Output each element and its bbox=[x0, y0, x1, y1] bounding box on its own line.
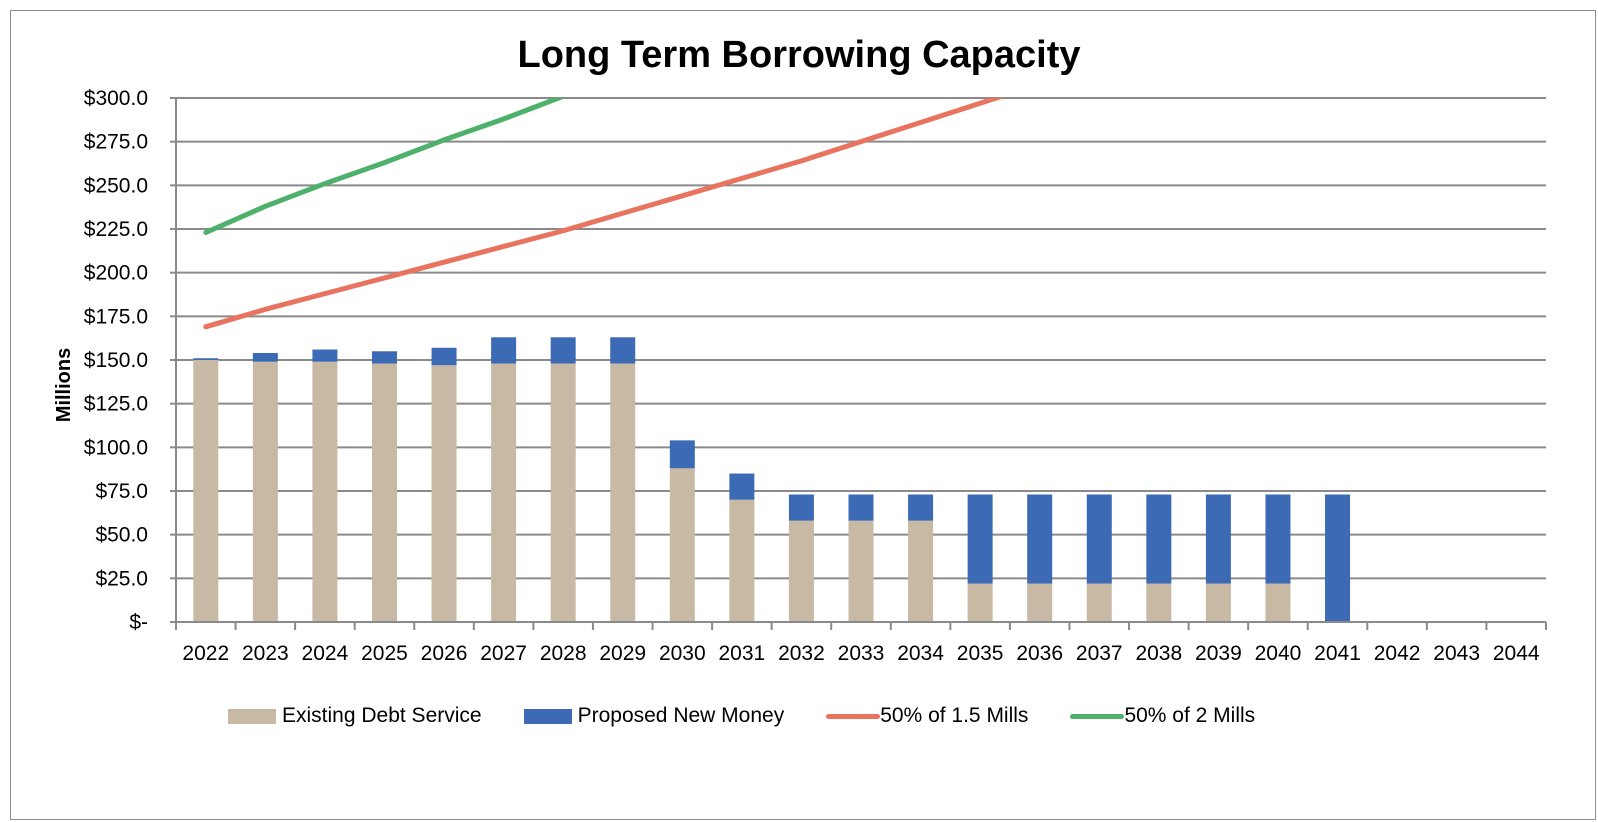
bar-proposed-new-money bbox=[788, 494, 814, 521]
bar-proposed-new-money bbox=[312, 349, 338, 362]
bar-proposed-new-money bbox=[431, 347, 457, 366]
x-tick-label: 2023 bbox=[242, 642, 289, 665]
bar-existing-debt-service bbox=[1265, 583, 1291, 622]
bar-existing-debt-service bbox=[371, 363, 397, 622]
line-50-of-2-mills bbox=[203, 98, 566, 235]
x-tick-label: 2033 bbox=[838, 642, 885, 665]
y-tick-label: $- bbox=[129, 611, 148, 634]
bar-proposed-new-money bbox=[1325, 494, 1351, 622]
bar-existing-debt-service bbox=[193, 360, 219, 622]
bar-existing-debt-service bbox=[908, 520, 934, 622]
bar-proposed-new-money bbox=[550, 337, 576, 364]
chart-title: Long Term Borrowing Capacity bbox=[517, 34, 1081, 76]
x-tick-label: 2037 bbox=[1076, 642, 1123, 665]
bar-proposed-new-money bbox=[371, 351, 397, 364]
x-tick-label: 2039 bbox=[1195, 642, 1242, 665]
bar-proposed-new-money bbox=[848, 494, 874, 521]
y-tick-label: $175.0 bbox=[84, 305, 148, 328]
legend-swatch bbox=[523, 708, 572, 724]
bar-proposed-new-money bbox=[1086, 494, 1112, 584]
legend-label: 50% of 2 Mills bbox=[1124, 704, 1256, 727]
legend-swatch bbox=[228, 708, 276, 724]
legend-item-1-5-mills: 50% of 1.5 Mills bbox=[826, 704, 1028, 728]
legend-label: Proposed New Money bbox=[577, 704, 785, 727]
bar-existing-debt-service bbox=[1086, 583, 1112, 622]
x-tick-label: 2044 bbox=[1493, 642, 1540, 665]
legend-swatch bbox=[1070, 713, 1125, 719]
x-tick-label: 2026 bbox=[421, 642, 468, 665]
y-tick-label: $75.0 bbox=[95, 480, 148, 503]
bar-existing-debt-service bbox=[312, 361, 338, 622]
bar-proposed-new-money bbox=[1205, 494, 1231, 584]
bar-existing-debt-service bbox=[1146, 583, 1172, 622]
x-tick-label: 2035 bbox=[957, 642, 1004, 665]
y-axis-label: Millions bbox=[53, 348, 75, 422]
x-tick-label: 2025 bbox=[361, 642, 408, 665]
x-tick-label: 2040 bbox=[1255, 642, 1302, 665]
x-tick-label: 2034 bbox=[897, 642, 944, 665]
bar-proposed-new-money bbox=[967, 494, 993, 584]
bar-proposed-new-money bbox=[729, 473, 755, 500]
bar-proposed-new-money bbox=[610, 337, 636, 364]
y-tick-label: $250.0 bbox=[84, 174, 148, 197]
bar-existing-debt-service bbox=[848, 520, 874, 622]
bar-proposed-new-money bbox=[1265, 494, 1291, 584]
y-tick-label: $125.0 bbox=[84, 393, 148, 416]
bar-existing-debt-service bbox=[967, 583, 993, 622]
bar-existing-debt-service bbox=[729, 499, 755, 622]
bar-existing-debt-service bbox=[1205, 583, 1231, 622]
y-tick-label: $100.0 bbox=[84, 436, 148, 459]
y-tick-label: $150.0 bbox=[84, 349, 148, 372]
legend-label: 50% of 1.5 Mills bbox=[880, 704, 1029, 727]
legend-item-2-mills: 50% of 2 Mills bbox=[1070, 704, 1255, 728]
bar-existing-debt-service bbox=[491, 363, 517, 622]
line-50-of-1-5-mills bbox=[203, 98, 1005, 330]
bar-existing-debt-service bbox=[252, 361, 278, 622]
bar-existing-debt-service bbox=[1027, 583, 1053, 622]
legend-item-proposed-new-money: Proposed New Money bbox=[523, 704, 785, 728]
y-tick-label: $275.0 bbox=[84, 131, 148, 154]
x-tick-label: 2043 bbox=[1433, 642, 1480, 665]
bar-proposed-new-money bbox=[252, 353, 278, 362]
y-tick-label: $200.0 bbox=[84, 262, 148, 285]
legend-swatch bbox=[826, 713, 881, 719]
legend-item-existing-debt-service: Existing Debt Service bbox=[228, 704, 482, 728]
bar-proposed-new-money bbox=[1027, 494, 1053, 584]
x-tick-label: 2029 bbox=[599, 642, 646, 665]
legend: Existing Debt Service Proposed New Money… bbox=[228, 702, 1297, 730]
bar-proposed-new-money bbox=[193, 358, 219, 360]
x-tick-label: 2030 bbox=[659, 642, 706, 665]
bar-existing-debt-service bbox=[669, 468, 695, 622]
x-tick-label: 2024 bbox=[302, 642, 349, 665]
x-tick-label: 2022 bbox=[182, 642, 229, 665]
bar-existing-debt-service bbox=[788, 520, 814, 622]
bar-existing-debt-service bbox=[610, 363, 636, 622]
x-tick-label: 2042 bbox=[1374, 642, 1421, 665]
y-tick-label: $50.0 bbox=[95, 524, 148, 547]
y-tick-label: $225.0 bbox=[84, 218, 148, 241]
x-tick-label: 2038 bbox=[1135, 642, 1182, 665]
bar-proposed-new-money bbox=[1146, 494, 1172, 584]
y-tick-label: $300.0 bbox=[84, 87, 148, 110]
x-tick-label: 2028 bbox=[540, 642, 587, 665]
bar-existing-debt-service bbox=[550, 363, 576, 622]
y-tick-label: $25.0 bbox=[95, 567, 148, 590]
bar-proposed-new-money bbox=[908, 494, 934, 521]
x-tick-label: 2032 bbox=[778, 642, 825, 665]
x-tick-label: 2031 bbox=[719, 642, 766, 665]
bar-proposed-new-money bbox=[491, 337, 517, 364]
x-tick-label: 2027 bbox=[480, 642, 527, 665]
x-tick-label: 2036 bbox=[1016, 642, 1063, 665]
legend-label: Existing Debt Service bbox=[282, 704, 482, 727]
bar-proposed-new-money bbox=[669, 440, 695, 469]
bar-existing-debt-service bbox=[431, 365, 457, 622]
x-tick-label: 2041 bbox=[1314, 642, 1361, 665]
